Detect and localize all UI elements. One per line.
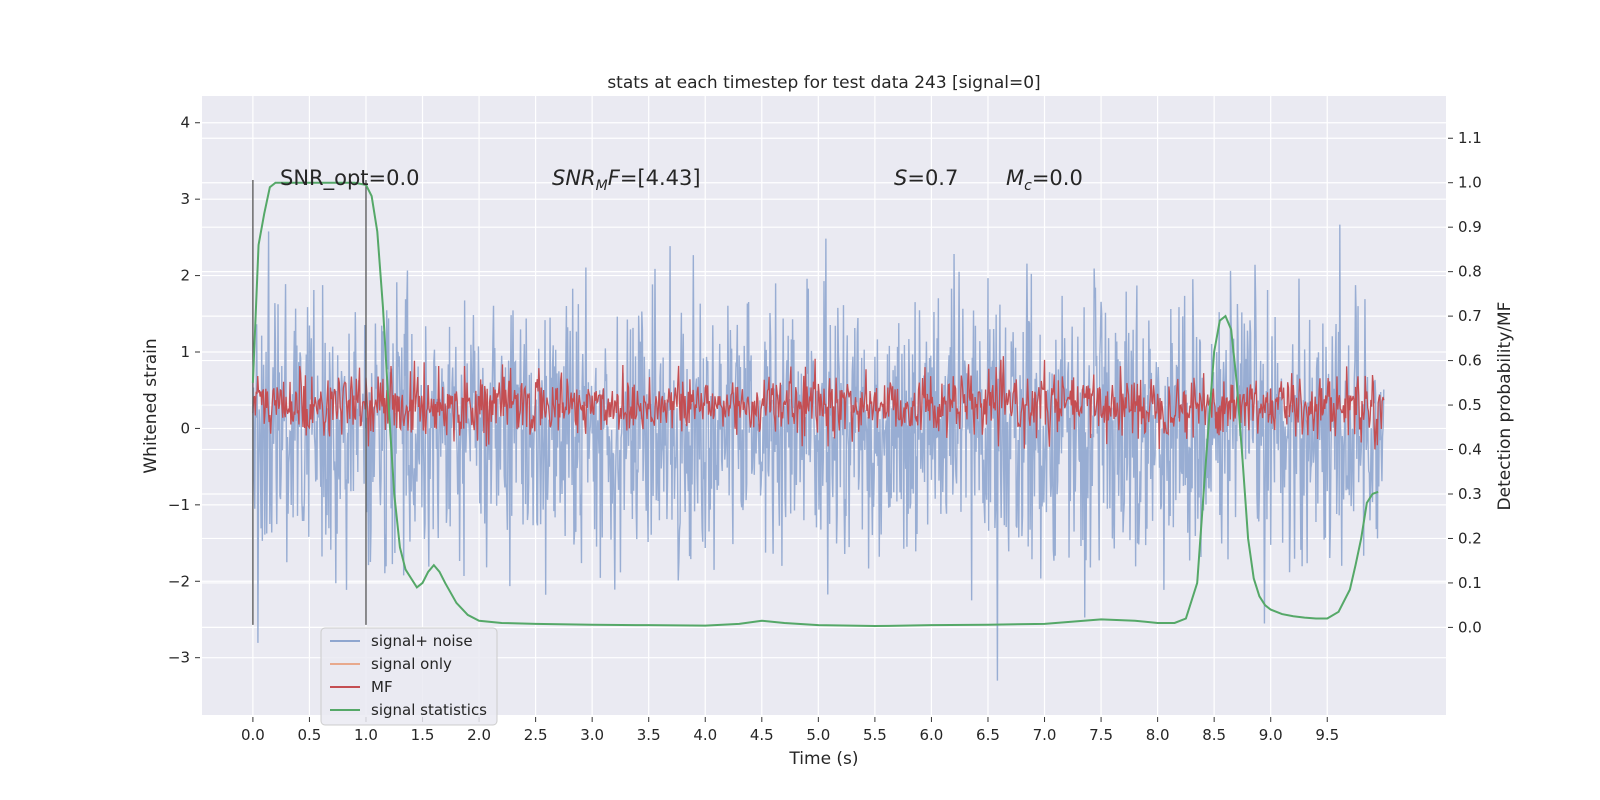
y-left-tick-label: 3 xyxy=(180,190,190,208)
x-tick-label: 4.5 xyxy=(750,726,774,744)
mc-prefix: M xyxy=(1006,166,1024,190)
snr-mf-annotation: SNRMF=[4.43] xyxy=(552,166,701,194)
y-right-tick-label: 0.1 xyxy=(1458,574,1482,592)
left-y-axis-ticks: 4 3 2 1 0 −1 −2 −3 xyxy=(168,114,200,667)
window-markers xyxy=(252,180,367,625)
y-left-tick-label: 4 xyxy=(180,114,190,132)
x-tick-label: 3.5 xyxy=(637,726,661,744)
legend-label-noise: signal+ noise xyxy=(371,632,473,650)
signal-statistics-series xyxy=(251,181,1379,628)
mf-line xyxy=(252,356,1385,450)
x-axis-ticks: 0.0 0.5 1.0 1.5 2.0 2.5 3.0 3.5 4.0 4.5 5.0 5.5 6.0 6… xyxy=(241,717,1339,744)
s-annotation: S=0.7 xyxy=(894,166,958,190)
y-right-tick-label: 0.7 xyxy=(1458,307,1482,325)
y-right-tick-label: 0.0 xyxy=(1458,618,1482,636)
x-tick-label: 7.5 xyxy=(1089,726,1113,744)
snr-mf-prefix: SNR xyxy=(552,166,596,190)
x-tick-label: 0.5 xyxy=(298,726,322,744)
y-left-tick-label: 1 xyxy=(180,343,190,361)
x-tick-label: 2.0 xyxy=(467,726,491,744)
snr-mf-value: =[4.43] xyxy=(620,166,701,190)
x-tick-label: 2.5 xyxy=(524,726,548,744)
snr-opt-annotation: SNR_opt=0.0 xyxy=(280,166,420,191)
y-right-tick-label: 0.9 xyxy=(1458,218,1482,236)
right-y-axis-label: Detection probability/MF xyxy=(1495,302,1515,511)
x-axis-label: Time (s) xyxy=(788,749,858,769)
s-prefix: S xyxy=(894,166,907,190)
x-tick-label: 6.0 xyxy=(920,726,944,744)
x-tick-label: 6.5 xyxy=(976,726,1000,744)
chart-title: stats at each timestep for test data 243… xyxy=(607,73,1040,93)
y-right-tick-label: 0.3 xyxy=(1458,485,1482,503)
y-right-tick-label: 1.0 xyxy=(1458,174,1482,192)
y-right-tick-label: 0.6 xyxy=(1458,352,1482,370)
signal-noise-series xyxy=(252,224,1385,681)
x-tick-label: 4.0 xyxy=(693,726,717,744)
x-tick-label: 0.0 xyxy=(241,726,265,744)
x-tick-label: 5.5 xyxy=(863,726,887,744)
x-tick-label: 8.5 xyxy=(1202,726,1226,744)
y-left-tick-label: 2 xyxy=(180,267,190,285)
x-tick-label: 3.0 xyxy=(580,726,604,744)
mc-sub: c xyxy=(1024,178,1032,194)
x-tick-label: 1.0 xyxy=(354,726,378,744)
x-tick-label: 9.5 xyxy=(1315,726,1339,744)
legend: signal+ noise signal only MF signal stat… xyxy=(320,627,498,726)
y-right-tick-label: 0.8 xyxy=(1458,263,1482,281)
signal-statistics-line xyxy=(251,181,1379,628)
legend-label-signal-only: signal only xyxy=(371,655,452,673)
x-tick-label: 5.0 xyxy=(806,726,830,744)
x-tick-label: 1.5 xyxy=(411,726,435,744)
y-right-tick-label: 0.4 xyxy=(1458,441,1482,459)
x-tick-label: 9.0 xyxy=(1259,726,1283,744)
y-left-tick-label: −2 xyxy=(168,572,190,590)
y-left-tick-label: −1 xyxy=(168,496,190,514)
snr-mf-sub: M xyxy=(596,178,608,194)
snr-mf-suffix: F xyxy=(608,166,621,190)
mc-annotation: Mc=0.0 xyxy=(1006,166,1083,194)
x-tick-label: 8.0 xyxy=(1146,726,1170,744)
y-left-tick-label: −3 xyxy=(168,649,190,667)
legend-box xyxy=(320,627,498,726)
mf-series xyxy=(252,356,1385,450)
mc-value: =0.0 xyxy=(1032,166,1083,190)
signal-noise-line xyxy=(252,224,1385,681)
legend-label-signal-statistics: signal statistics xyxy=(371,701,487,719)
s-value: =0.7 xyxy=(907,166,958,190)
left-y-axis-label: Whitened strain xyxy=(141,338,161,473)
y-right-tick-label: 1.1 xyxy=(1458,129,1482,147)
y-right-tick-label: 0.2 xyxy=(1458,529,1482,547)
x-tick-label: 7.0 xyxy=(1033,726,1057,744)
y-right-tick-label: 0.5 xyxy=(1458,396,1482,414)
y-left-tick-label: 0 xyxy=(180,419,190,437)
right-y-axis-ticks: 1.1 1.0 0.9 0.8 0.7 0.6 0.5 0.4 0.3 0.2 0.1 0.0 xyxy=(1448,129,1482,636)
legend-label-mf: MF xyxy=(371,678,393,696)
